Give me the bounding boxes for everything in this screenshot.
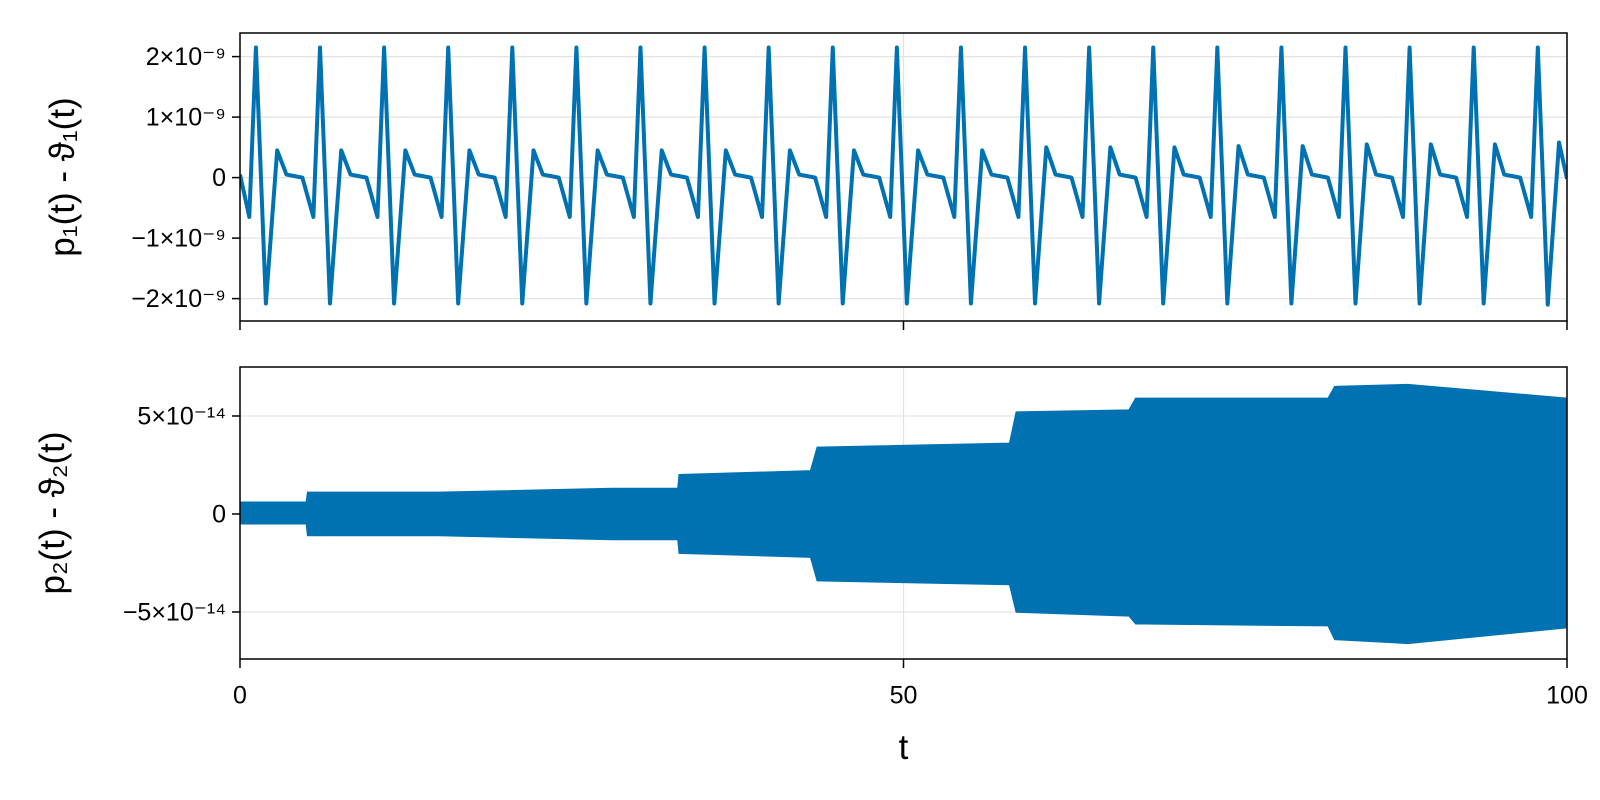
oscillation-band bbox=[240, 383, 1567, 515]
y-tick-label: −1×10⁻⁹ bbox=[131, 225, 226, 253]
y-tick-label: 5×10⁻¹⁴ bbox=[137, 403, 226, 431]
y-tick-label: −5×10⁻¹⁴ bbox=[123, 599, 226, 627]
x-tick-label: 50 bbox=[890, 682, 918, 710]
y-tick-label: 0 bbox=[212, 501, 226, 529]
y-axis-label: p₁(t) - ϑ₁(t) bbox=[43, 97, 82, 256]
data-line bbox=[240, 45, 1567, 307]
y-axis-label: p₂(t) - ϑ₂(t) bbox=[33, 432, 72, 595]
x-tick-label: 0 bbox=[233, 682, 247, 710]
y-tick-label: 1×10⁻⁹ bbox=[146, 104, 226, 132]
panel: 0 50 100 −5×10⁻¹⁴ 0 5×10⁻¹⁴ p₂(t) - ϑ₂(t) t bbox=[33, 366, 1588, 767]
y-tick-label: 2×10⁻⁹ bbox=[146, 43, 226, 71]
y-tick-label: −2×10⁻⁹ bbox=[131, 285, 226, 313]
axes-frame bbox=[239, 366, 1568, 660]
x-tick-label: 100 bbox=[1546, 682, 1588, 710]
y-tick-label: 0 bbox=[212, 164, 226, 192]
oscillation-band bbox=[240, 513, 1567, 645]
panel: −2×10⁻⁹ −1×10⁻⁹ 0 1×10⁻⁹ 2×10⁻⁹ p₁(t) - ϑ₁(t) bbox=[43, 32, 1568, 330]
x-axis-label: t bbox=[899, 728, 909, 767]
axes-frame bbox=[239, 32, 1568, 322]
